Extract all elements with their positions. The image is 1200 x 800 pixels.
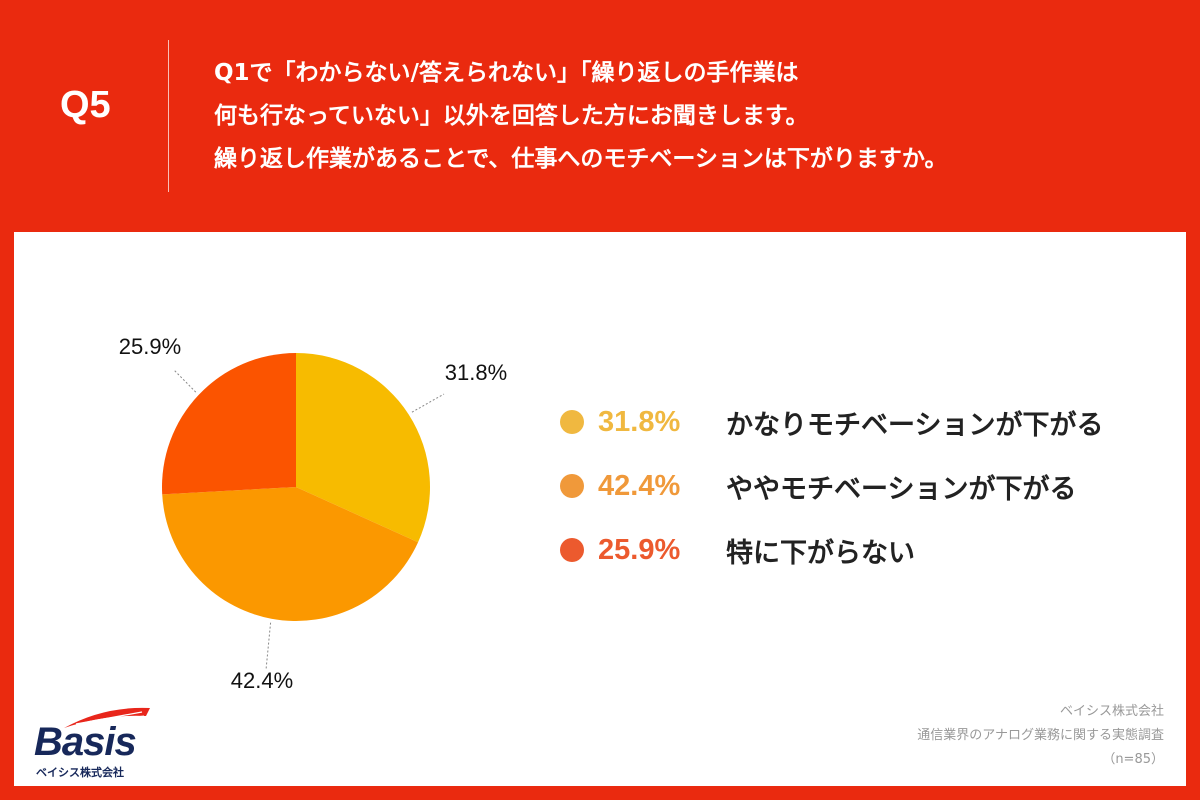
legend-dot xyxy=(560,538,584,562)
leader-line xyxy=(411,393,445,413)
slice-value-label: 31.8% xyxy=(445,360,507,385)
basis-logo: Basis ベイシス株式会社 xyxy=(24,702,154,782)
question-text: Q1で「わからない/答えられない」「繰り返しの手作業は 何も行なっていない」以外… xyxy=(214,52,1174,181)
legend-percent: 25.9% xyxy=(598,533,681,566)
question-line-3: 繰り返し作業があることで、仕事へのモチベーションは下がりますか。 xyxy=(214,146,948,172)
chart-panel: 31.8% 42.4% 25.9% 31.8% かなりモチベーションが下がる 42.… xyxy=(14,232,1186,786)
legend-label: 特に下がらない xyxy=(726,537,915,569)
legend-item: 31.8% かなりモチベーションが下がる xyxy=(560,394,1180,450)
logo-company: ベイシス株式会社 xyxy=(36,766,124,779)
leader-line xyxy=(265,622,272,671)
source-survey: 通信業界のアナログ業務に関する実態調査 xyxy=(917,728,1164,743)
source-company: ベイシス株式会社 xyxy=(1059,704,1164,719)
legend-label: かなりモチベーションが下がる xyxy=(726,409,1104,441)
legend-percent: 31.8% xyxy=(598,405,681,438)
header: Q5 Q1で「わからない/答えられない」「繰り返しの手作業は 何も行なっていない… xyxy=(0,0,1200,232)
source-sample: （n=85） xyxy=(1102,752,1164,767)
legend-item: 25.9% 特に下がらない xyxy=(560,522,1180,578)
legend-label: ややモチベーションが下がる xyxy=(726,473,1077,505)
pie-slice xyxy=(162,487,419,621)
pie-chart: 31.8% 42.4% 25.9% xyxy=(119,334,507,693)
leader-line xyxy=(173,369,197,393)
source-note: ベイシス株式会社 通信業界のアナログ業務に関する実態調査 （n=85） xyxy=(917,700,1164,772)
header-divider xyxy=(168,40,169,192)
legend-item: 42.4% ややモチベーションが下がる xyxy=(560,458,1180,514)
pie-slice xyxy=(162,353,296,495)
legend: 31.8% かなりモチベーションが下がる 42.4% ややモチベーションが下がる… xyxy=(560,394,1180,586)
pie-slice xyxy=(296,353,430,543)
logo-text: Basis xyxy=(34,720,137,764)
logo-swoosh-icon xyxy=(64,707,150,728)
question-number: Q5 xyxy=(60,84,111,126)
slice-value-label: 25.9% xyxy=(119,334,181,359)
question-line-1: Q1で「わからない/答えられない」「繰り返しの手作業は xyxy=(214,60,799,86)
legend-percent: 42.4% xyxy=(598,469,681,502)
slice-value-label: 42.4% xyxy=(231,668,293,693)
question-line-2: 何も行なっていない」以外を回答した方にお聞きします。 xyxy=(214,103,809,129)
legend-dot xyxy=(560,410,584,434)
legend-dot xyxy=(560,474,584,498)
